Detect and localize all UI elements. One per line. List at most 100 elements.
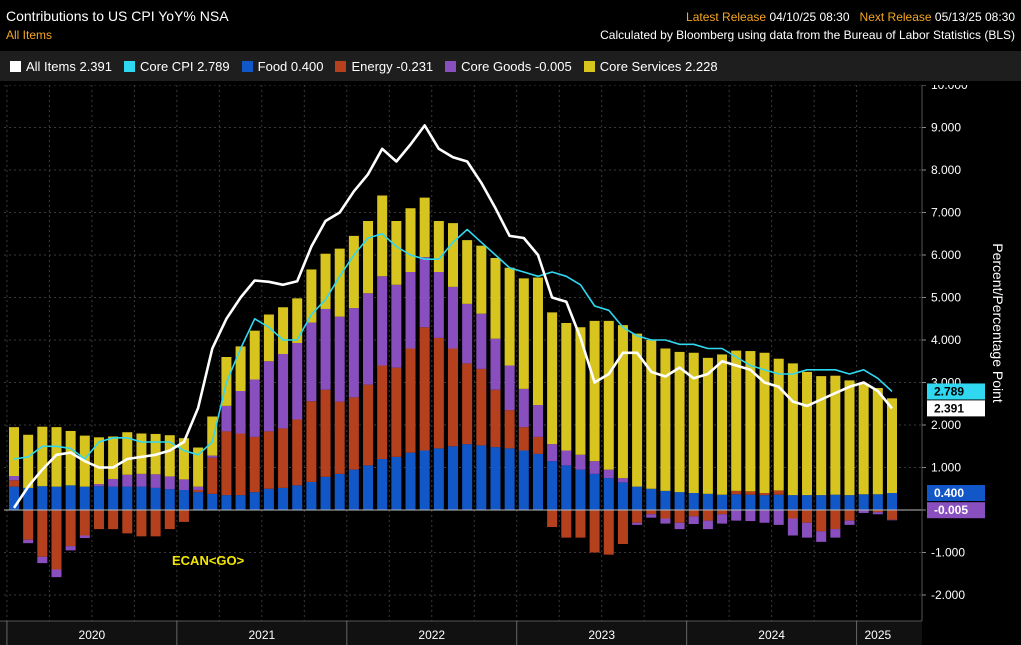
bar-segment-food bbox=[603, 478, 614, 510]
legend-swatch bbox=[583, 60, 595, 72]
bar-segment-energy bbox=[547, 510, 558, 527]
bar-segment-energy bbox=[363, 384, 374, 466]
bar-segment-food bbox=[306, 481, 317, 510]
bar-segment-core-services bbox=[858, 383, 869, 495]
bar-segment-food bbox=[589, 473, 600, 510]
bar-segment-core-services bbox=[65, 430, 76, 486]
latest-release-value: 04/10/25 08:30 bbox=[769, 10, 850, 24]
bar-segment-energy bbox=[306, 401, 317, 482]
bar-segment-food bbox=[632, 486, 643, 510]
bar-segment-food bbox=[872, 494, 883, 510]
bar-segment-core-services bbox=[872, 388, 883, 495]
bar-segment-core-goods bbox=[476, 313, 487, 369]
bar-segment-core-services bbox=[405, 208, 416, 272]
y-tick-label: 7.000 bbox=[931, 206, 961, 220]
end-label-box bbox=[927, 383, 985, 400]
bar-segment-energy bbox=[745, 491, 756, 495]
bar-segment-energy bbox=[688, 510, 699, 517]
bar-segment-core-goods bbox=[405, 272, 416, 349]
bar-segment-energy bbox=[263, 431, 274, 489]
bar-segment-energy bbox=[178, 510, 189, 522]
bar-segment-core-goods bbox=[235, 391, 246, 434]
bar-segment-core-goods bbox=[150, 474, 161, 488]
bar-segment-core-services bbox=[306, 269, 317, 323]
bar-segment-core-services bbox=[830, 375, 841, 495]
bar-segment-core-goods bbox=[518, 388, 529, 428]
bar-segment-food bbox=[745, 494, 756, 510]
bar-segment-core-services bbox=[632, 333, 643, 487]
next-release-value: 05/13/25 08:30 bbox=[934, 10, 1015, 24]
bar-segment-core-services bbox=[93, 437, 104, 485]
bar-segment-core-services bbox=[348, 235, 359, 309]
bar-segment-core-services bbox=[37, 426, 48, 487]
bar-segment-core-goods bbox=[532, 405, 543, 437]
legend-label: Core Goods bbox=[461, 58, 532, 74]
bar-segment-core-services bbox=[660, 348, 671, 491]
bar-segment-core-goods bbox=[51, 569, 62, 578]
bar-segment-energy bbox=[136, 510, 147, 537]
bar-segment-food bbox=[518, 450, 529, 510]
next-release-label: Next Release bbox=[859, 10, 932, 24]
bar-segment-core-goods bbox=[759, 510, 770, 523]
bar-segment-core-goods bbox=[263, 361, 274, 432]
bar-segment-energy bbox=[9, 480, 19, 487]
bar-segment-energy bbox=[518, 427, 529, 451]
bar-segment-core-services bbox=[419, 197, 430, 258]
bar-segment-food bbox=[717, 494, 728, 510]
legend-item-energy[interactable]: Energy -0.231 bbox=[335, 59, 433, 74]
bar-segment-energy bbox=[632, 510, 643, 523]
bar-segment-core-services bbox=[207, 416, 218, 456]
bar-segment-energy bbox=[561, 510, 572, 538]
legend-item-core-goods[interactable]: Core Goods -0.005 bbox=[445, 59, 572, 74]
legend-item-food[interactable]: Food 0.400 bbox=[241, 59, 323, 74]
bar-segment-core-services bbox=[122, 432, 133, 475]
bar-segment-core-services bbox=[547, 312, 558, 445]
bar-segment-core-goods bbox=[858, 510, 869, 513]
y-tick-label: 2.000 bbox=[931, 418, 961, 432]
chart-subtitle[interactable]: All Items bbox=[6, 28, 53, 42]
bar-segment-core-goods bbox=[802, 522, 813, 538]
bar-segment-energy bbox=[462, 363, 473, 445]
bar-segment-energy bbox=[391, 367, 402, 457]
chart-title: Contributions to US CPI YoY% NSA bbox=[6, 8, 229, 24]
bar-segment-core-goods bbox=[844, 520, 855, 525]
x-year-label: 2020 bbox=[79, 628, 106, 642]
bar-segment-food bbox=[363, 465, 374, 510]
bar-segment-food bbox=[348, 469, 359, 510]
legend-item-all-items[interactable]: All Items 2.391 bbox=[10, 59, 112, 74]
bar-segment-core-goods bbox=[462, 303, 473, 364]
bar-segment-energy bbox=[702, 510, 713, 521]
legend-label: Energy bbox=[351, 58, 393, 74]
bar-segment-core-goods bbox=[674, 522, 685, 530]
bar-segment-core-services bbox=[773, 358, 784, 491]
bar-segment-core-services bbox=[816, 376, 827, 496]
bar-segment-energy bbox=[122, 510, 133, 534]
bar-segment-energy bbox=[433, 337, 444, 449]
bar-segment-core-goods bbox=[816, 531, 827, 542]
bar-segment-energy bbox=[717, 510, 728, 515]
bar-segment-core-goods bbox=[136, 473, 147, 487]
bar-segment-food bbox=[108, 486, 119, 510]
legend-swatch bbox=[335, 60, 347, 72]
legend-value: 2.228 bbox=[685, 58, 718, 74]
end-label-box bbox=[927, 502, 985, 519]
bar-segment-core-goods bbox=[745, 510, 756, 522]
bar-segment-core-services bbox=[688, 352, 699, 493]
ecan-command-label[interactable]: ECAN<GO> bbox=[172, 553, 245, 568]
bar-segment-food bbox=[674, 492, 685, 510]
bar-segment-core-goods bbox=[660, 518, 671, 524]
bar-segment-core-services bbox=[433, 221, 444, 272]
bar-segment-energy bbox=[802, 510, 813, 523]
bar-segment-food bbox=[462, 444, 473, 510]
legend-item-core-services[interactable]: Core Services 2.228 bbox=[583, 58, 718, 74]
release-info: Latest Release 04/10/25 08:30 Next Relea… bbox=[686, 10, 1015, 24]
x-year-label: 2021 bbox=[248, 628, 275, 642]
legend-item-core-cpi[interactable]: Core CPI 2.789 bbox=[124, 59, 230, 74]
bar-segment-energy bbox=[278, 428, 289, 488]
bar-segment-food bbox=[787, 495, 798, 510]
bar-segment-core-goods bbox=[617, 478, 628, 483]
bar-segment-food bbox=[688, 493, 699, 510]
bar-segment-energy bbox=[603, 510, 614, 555]
legend-value: -0.231 bbox=[396, 58, 434, 74]
y-axis-panel bbox=[922, 85, 1021, 645]
